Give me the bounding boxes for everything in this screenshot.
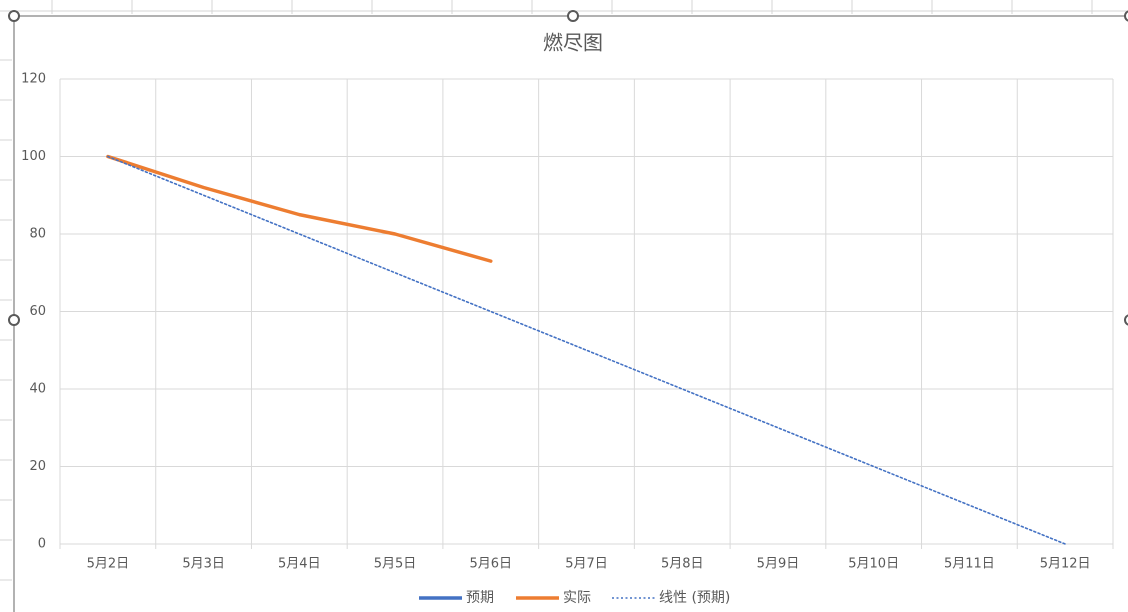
series-line xyxy=(107,155,1066,545)
x-tick-label: 5月3日 xyxy=(182,557,225,572)
x-tick-label: 5月12日 xyxy=(1040,557,1091,572)
series-line xyxy=(106,154,493,263)
chart-frame xyxy=(13,15,1128,612)
y-tick-label: 40 xyxy=(29,382,46,397)
y-tick-label: 60 xyxy=(29,304,46,319)
legend-label: 实际 xyxy=(563,590,591,606)
plot-area: 0 20 40 60 80 100 120 5月2日 5月3日 5月4日 5月5日 5月6日 5月7日 5… xyxy=(21,72,1114,606)
legend-label: 预期 xyxy=(466,590,494,606)
legend-label: 线性 (预期) xyxy=(659,590,730,606)
x-tick-label: 5月4日 xyxy=(278,557,321,572)
x-tick-label: 5月6日 xyxy=(469,557,512,572)
chart-title: 燃尽图 xyxy=(543,31,603,55)
x-tick-label: 5月11日 xyxy=(944,557,995,572)
x-tick-label: 5月7日 xyxy=(565,557,608,572)
y-tick-label: 100 xyxy=(21,149,46,164)
x-tick-label: 5月5日 xyxy=(374,557,417,572)
y-tick-label: 0 xyxy=(38,537,46,552)
x-tick-label: 5月2日 xyxy=(87,557,130,572)
x-tick-label: 5月8日 xyxy=(661,557,704,572)
y-tick-label: 120 xyxy=(21,72,46,87)
handles[interactable] xyxy=(8,10,1128,326)
x-tick-label: 5月10日 xyxy=(848,557,899,572)
y-tick-label: 20 xyxy=(29,459,46,474)
sheet-grid xyxy=(0,0,1128,581)
x-tick-label: 5月9日 xyxy=(757,557,800,572)
y-tick-label: 80 xyxy=(29,227,46,242)
